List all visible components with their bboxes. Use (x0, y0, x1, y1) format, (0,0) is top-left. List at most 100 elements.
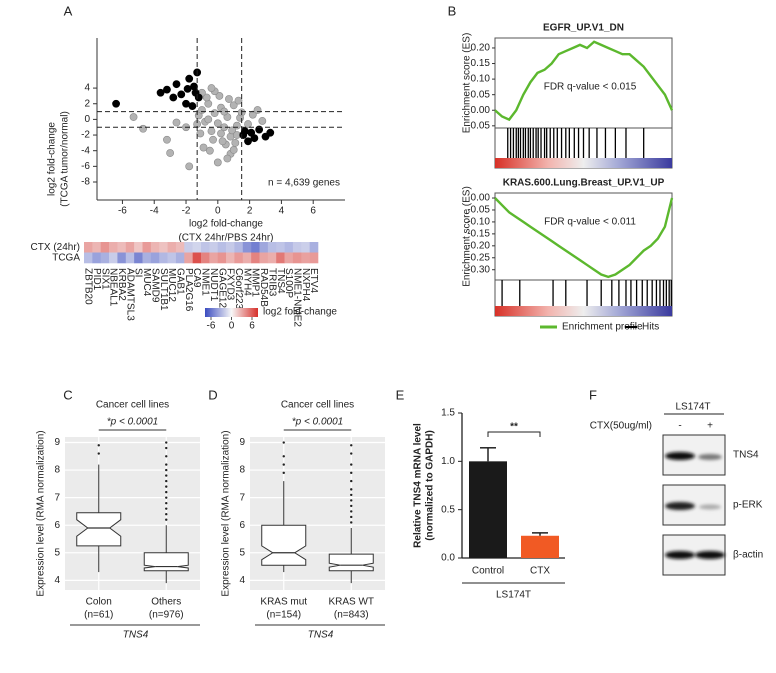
point (163, 135, 171, 144)
heat-cell (234, 252, 244, 264)
heat-cell (192, 242, 202, 253)
y-tick-label: 4 (239, 575, 245, 586)
chart-title: KRAS.600.Lung.Breast_UP.V1_UP (503, 178, 665, 189)
y-tick-label: -0.15 (467, 229, 490, 240)
heat-cell (134, 252, 143, 264)
column-label: TNS4 (275, 268, 286, 294)
point (229, 146, 238, 154)
outlier (165, 501, 168, 505)
panel-label: A (64, 3, 73, 18)
column-label: FXYD3 (225, 268, 236, 301)
y-tick-label: -0.05 (467, 205, 490, 216)
column-label: ZBTB20 (83, 268, 94, 305)
y-tick-label: 5 (54, 547, 60, 558)
heat-cell (150, 252, 160, 264)
heat-cell (309, 242, 319, 253)
heat-cell (84, 242, 93, 253)
column-label: C6orf223 (233, 268, 244, 310)
legend-label: Enrichment profile (562, 322, 643, 333)
heat-cell (184, 242, 193, 253)
annotation: n = 4,639 genes (268, 178, 340, 189)
y-tick-label: 6 (239, 520, 245, 531)
point (250, 134, 259, 143)
column-label: NME1 (200, 268, 211, 296)
column-label: KRBA2 (116, 268, 127, 301)
band (665, 452, 695, 460)
y-axis-label: (normalized to GAPDH) (425, 430, 436, 541)
outlier (350, 499, 353, 502)
chart-title: EGFR_UP.V1_DN (543, 23, 624, 34)
heat-cell (150, 242, 160, 253)
heat-cell (251, 252, 260, 264)
outlier (350, 515, 353, 519)
x-axis-label: (CTX 24hr/PBS 24hr) (178, 233, 273, 244)
y-tick-label: 0.00 (471, 105, 491, 116)
panel-label: C (63, 387, 72, 402)
y-axis-label: Relative TNS4 mRNA level (413, 423, 424, 548)
panel-label: F (589, 387, 597, 402)
category-note: (n=154) (266, 610, 301, 621)
heat-cell (184, 252, 193, 264)
es-curve (494, 40, 674, 122)
heat-cell (201, 252, 210, 264)
y-tick-label: 1.0 (441, 456, 455, 467)
x-tick-label: -4 (150, 206, 159, 217)
heat-cell (292, 242, 302, 253)
y-tick-label: 5 (239, 547, 245, 558)
y-tick-label: 0.10 (471, 74, 491, 85)
heat-cell (284, 242, 294, 253)
point (258, 117, 267, 125)
x-tick-label: 0 (215, 206, 221, 217)
point (129, 113, 138, 121)
outlier (350, 479, 353, 483)
x-tick-label: Control (472, 566, 504, 577)
heat-cell (242, 242, 252, 253)
x-tick-label: 4 (279, 206, 285, 217)
point (223, 154, 232, 163)
point (266, 128, 275, 137)
outlier (165, 474, 168, 477)
band (699, 504, 721, 510)
y-tick-label: -0.30 (467, 264, 490, 275)
heat-cell (251, 242, 260, 253)
point (199, 143, 208, 152)
column-label: SAMD9 (149, 268, 160, 303)
heat-cell (142, 252, 152, 264)
point (244, 120, 252, 128)
point (215, 92, 224, 100)
x-tick-label: KRAS WT (328, 597, 374, 608)
y-tick-label: -8 (81, 177, 90, 188)
y-axis-label: Enrichment score (ES) (462, 186, 473, 287)
column-label: MUC12 (166, 268, 177, 302)
x-tick-label: CTX (530, 566, 550, 577)
column-label: NUDT1 (208, 268, 219, 302)
point (177, 90, 186, 99)
column-label: RAD54B (258, 268, 269, 307)
x-tick-label: KRAS mut (260, 597, 307, 608)
point (191, 88, 200, 97)
blot-treatment: CTX(50ug/ml) (590, 421, 652, 432)
column-label: GAGE12J (216, 268, 227, 313)
y-tick-label: 1.5 (441, 408, 455, 419)
heat-cell (109, 242, 118, 253)
point (172, 118, 181, 127)
band (698, 454, 722, 460)
outlier (282, 471, 285, 475)
heat-cell (100, 252, 110, 264)
point (112, 99, 120, 108)
lane-label: + (707, 421, 713, 432)
outlier (350, 471, 353, 475)
column-label: NXPH4 (300, 268, 311, 302)
column-label: NBEAL1 (108, 268, 119, 307)
lane-label: - (678, 421, 681, 432)
column-label: NME1-NME2 (291, 268, 302, 327)
y-tick-label: -0.20 (467, 240, 490, 251)
blot-cell-line: LS174T (675, 402, 710, 413)
heat-cell (167, 242, 177, 253)
x-tick-label: 6 (310, 206, 316, 217)
column-label: SULT1B1 (158, 268, 169, 311)
category-note: (n=976) (149, 610, 184, 621)
outlier (350, 493, 353, 497)
heat-cell (109, 252, 118, 264)
annotation: *p < 0.0001 (107, 417, 158, 428)
